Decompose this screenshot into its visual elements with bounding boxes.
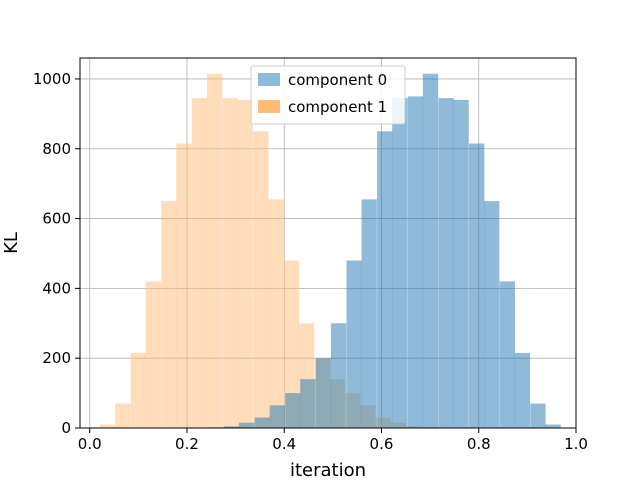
bars-layer: [99, 73, 561, 429]
x-axis-label: iteration: [290, 460, 366, 480]
histogram-bar-component-0: [269, 405, 285, 428]
y-tick-label: 800: [42, 140, 71, 158]
y-tick-label: 200: [42, 349, 71, 367]
histogram-bar-component-1: [253, 131, 269, 428]
histogram-bar-component-1: [191, 98, 208, 428]
legend-swatch-component-1: [258, 100, 280, 113]
histogram-bar-component-0: [377, 131, 393, 428]
histogram-bar-component-0: [438, 98, 454, 428]
histogram-bar-component-0: [530, 403, 546, 428]
plot-frame: [79, 57, 577, 429]
x-tick-label: 0.2: [175, 435, 199, 453]
histogram-bar-component-1: [222, 98, 238, 428]
histogram-bar-component-1: [115, 403, 131, 428]
legend-label-component-1: component 1: [288, 98, 387, 116]
histogram-bar-component-0: [499, 281, 515, 428]
histogram-bar-component-1: [176, 143, 192, 429]
histogram-bar-component-1: [237, 99, 253, 429]
x-tick-label: 0.6: [370, 435, 394, 453]
histogram-bar-component-0: [285, 393, 301, 428]
histogram-bar-component-0: [300, 379, 316, 428]
x-tick-label: 0.4: [272, 435, 296, 453]
y-tick-label: 0: [61, 419, 71, 437]
histogram-bar-component-0: [392, 98, 408, 428]
histogram-bar-component-0: [545, 424, 561, 428]
histogram-bar-component-1: [130, 352, 146, 428]
y-tick-label: 1000: [33, 70, 71, 88]
legend: component 0 component 1: [250, 65, 406, 125]
legend-box: [250, 65, 406, 125]
histogram-bar-component-0: [346, 260, 362, 428]
histogram-bar-component-0: [223, 426, 240, 428]
histogram-bar-component-1: [99, 424, 116, 428]
histogram-bar-component-0: [254, 417, 270, 428]
histogram-bar-component-1: [161, 201, 177, 428]
histogram-bar-component-0: [407, 96, 424, 428]
histogram-bar-component-1: [268, 199, 284, 428]
histogram-bar-component-0: [469, 143, 485, 429]
histogram-bar-component-0: [330, 323, 347, 428]
x-tick-label: 0.0: [78, 435, 102, 453]
histogram-bar-component-0: [315, 358, 332, 428]
histogram-bar-component-0: [453, 99, 469, 429]
histogram-bar-component-1: [283, 260, 300, 428]
histogram-bar-component-0: [422, 73, 439, 428]
y-tick-label: 400: [42, 279, 71, 297]
histogram-bar-component-0: [361, 199, 377, 428]
histogram-bar-component-0: [484, 201, 500, 428]
histogram-bar-component-1: [145, 281, 161, 428]
y-axis-label: KL: [1, 232, 22, 254]
x-tick-label: 0.8: [467, 435, 491, 453]
histogram-bar-component-1: [206, 73, 223, 428]
legend-label-component-0: component 0: [288, 71, 387, 89]
ticks-layer: 0.0 0.2 0.4 0.6 0.8 1.0 0 200 400 600 800 1000: [33, 70, 588, 453]
legend-swatch-component-0: [258, 73, 280, 86]
histogram-bar-component-0: [239, 422, 255, 428]
histogram-bar-component-0: [514, 352, 531, 428]
x-tick-label: 1.0: [564, 435, 588, 453]
y-tick-label: 600: [42, 210, 71, 228]
